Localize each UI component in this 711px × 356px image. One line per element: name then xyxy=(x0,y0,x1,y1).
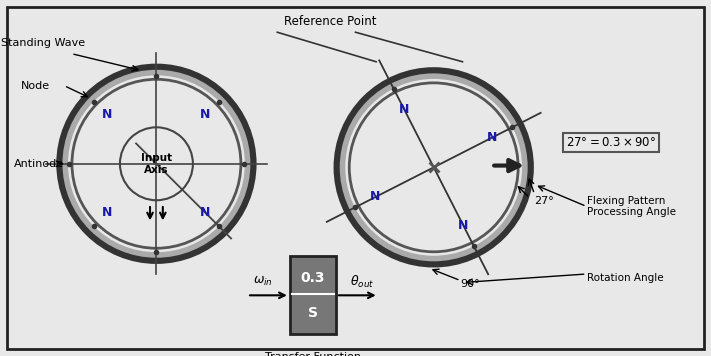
FancyBboxPatch shape xyxy=(290,256,336,334)
Text: Rotation Angle: Rotation Angle xyxy=(587,273,663,283)
Text: N: N xyxy=(399,103,410,116)
Text: Transfer Function: Transfer Function xyxy=(264,352,361,356)
Text: Flexing Pattern
Processing Angle: Flexing Pattern Processing Angle xyxy=(587,196,675,217)
Text: N: N xyxy=(458,219,469,232)
Text: Standing Wave: Standing Wave xyxy=(1,38,85,48)
Text: N: N xyxy=(200,206,210,219)
Text: N: N xyxy=(102,206,113,219)
Text: Input
Axis: Input Axis xyxy=(141,153,172,174)
Text: N: N xyxy=(370,190,381,204)
Text: Node: Node xyxy=(21,80,50,90)
Text: $\omega_{in}$: $\omega_{in}$ xyxy=(253,275,273,288)
Text: $\theta_{out}$: $\theta_{out}$ xyxy=(351,274,375,290)
Text: S: S xyxy=(308,305,318,320)
Text: N: N xyxy=(102,109,113,121)
Text: Antinode: Antinode xyxy=(14,159,64,169)
Text: 90°: 90° xyxy=(460,279,480,289)
FancyBboxPatch shape xyxy=(7,7,704,349)
Text: N: N xyxy=(200,109,210,121)
Text: 0.3: 0.3 xyxy=(301,271,325,285)
Text: 27°: 27° xyxy=(534,196,554,206)
Text: $27° = 0.3 \times 90°$: $27° = 0.3 \times 90°$ xyxy=(567,136,656,149)
Text: Reference Point: Reference Point xyxy=(284,15,377,28)
Text: N: N xyxy=(486,131,497,144)
